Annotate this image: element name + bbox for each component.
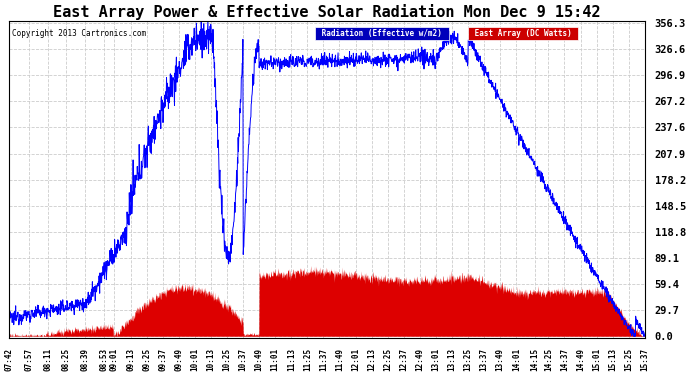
Text: East Array (DC Watts): East Array (DC Watts) [470,29,576,38]
Title: East Array Power & Effective Solar Radiation Mon Dec 9 15:42: East Array Power & Effective Solar Radia… [53,4,600,20]
Text: Copyright 2013 Cartronics.com: Copyright 2013 Cartronics.com [12,29,146,38]
Text: Radiation (Effective w/m2): Radiation (Effective w/m2) [317,29,446,38]
